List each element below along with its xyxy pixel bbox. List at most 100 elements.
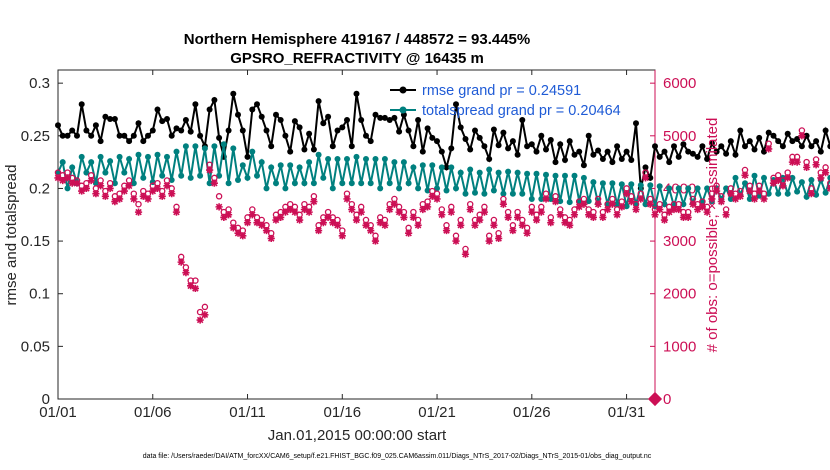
assimilated-obs-marker <box>656 205 664 214</box>
assimilated-obs-marker <box>433 195 441 203</box>
series-1-point <box>83 169 90 176</box>
assimilated-obs-marker <box>229 224 237 232</box>
plot-area <box>57 69 656 400</box>
y-right-tick-label: 2000 <box>663 286 696 303</box>
series-0-point <box>500 129 507 136</box>
assimilated-obs-marker <box>566 221 574 229</box>
assimilated-obs-marker <box>262 226 271 235</box>
series-1-point <box>528 196 535 202</box>
series-0-point <box>344 117 350 123</box>
assimilated-obs-marker <box>101 192 109 200</box>
legend-marker-1 <box>399 106 407 114</box>
series-0-point <box>827 143 830 150</box>
series-1-point <box>590 179 597 186</box>
series-0-point <box>149 127 156 134</box>
series-0-point <box>756 134 763 141</box>
series-0-point <box>282 132 289 139</box>
assimilated-obs-marker <box>409 213 417 221</box>
series-1-point <box>244 174 251 181</box>
assimilated-obs-marker <box>618 203 626 211</box>
assimilated-obs-marker <box>793 158 801 166</box>
assimilated-obs-marker <box>220 213 228 221</box>
series-1-point <box>97 153 104 160</box>
assimilated-obs-marker <box>111 198 119 206</box>
series-0-point <box>301 146 308 153</box>
y-axis-label-right: # of obs: o=possible; ×=assimilated <box>704 118 721 353</box>
series-1-point <box>751 172 758 179</box>
assimilated-obs-marker <box>168 190 176 198</box>
assimilated-obs-marker <box>144 195 152 203</box>
series-1-group <box>55 141 830 211</box>
assimilated-obs-marker <box>480 208 489 216</box>
series-1-point <box>315 151 322 158</box>
series-1-point <box>813 191 820 198</box>
series-0-point <box>685 148 692 155</box>
series-1-point <box>344 156 350 162</box>
series-0-point <box>599 156 606 162</box>
series-1-point <box>268 164 275 171</box>
assimilated-obs-marker <box>400 213 408 221</box>
series-1-point <box>201 145 208 152</box>
series-0-point <box>746 138 753 145</box>
series-1-point <box>789 174 796 181</box>
assimilated-obs-marker <box>604 205 612 214</box>
series-0-point <box>334 127 341 134</box>
series-1-point <box>685 185 692 192</box>
series-0-point <box>476 134 483 141</box>
series-0-point <box>358 117 365 123</box>
series-0-point <box>168 132 175 139</box>
assimilated-obs-marker <box>722 211 730 219</box>
assimilated-obs-marker <box>476 216 484 224</box>
assimilated-obs-marker <box>87 176 95 185</box>
series-0-point <box>55 122 61 129</box>
series-0-point <box>159 118 166 125</box>
series-0-point <box>490 126 497 133</box>
assimilated-obs-marker <box>442 226 451 235</box>
assimilated-obs-marker <box>513 213 522 221</box>
assimilated-obs-marker <box>59 176 67 185</box>
assimilated-obs-marker <box>187 282 195 290</box>
series-0-point <box>405 127 412 134</box>
series-0-point <box>656 153 663 160</box>
assimilated-obs-marker <box>499 200 507 208</box>
x-tick-label: 01/11 <box>229 404 265 421</box>
plot-series <box>54 90 830 407</box>
series-0-point <box>557 141 564 148</box>
assimilated-obs-marker <box>821 169 830 177</box>
series-0-point <box>486 156 493 162</box>
assimilated-obs-marker <box>376 219 384 227</box>
assimilated-obs-marker <box>784 174 792 182</box>
legend-marker-0 <box>399 86 407 94</box>
series-0-point <box>671 143 677 150</box>
assimilated-obs-marker <box>201 311 209 319</box>
assimilated-obs-marker <box>760 195 768 203</box>
assimilated-obs-marker <box>589 213 598 221</box>
assimilated-obs-marker <box>362 221 370 229</box>
series-0-point <box>543 146 549 153</box>
x-axis: 01/01 01/06 01/11 01/16 01/21 01/26 01/31 <box>39 70 645 421</box>
series-0-point <box>164 116 170 122</box>
assimilated-obs-marker <box>134 208 143 216</box>
series-0-point <box>126 138 133 145</box>
legend-label-0: rmse grand pr = 0.24591 <box>422 83 581 99</box>
assimilated-obs-marker <box>452 237 460 245</box>
series-0-point <box>225 127 232 134</box>
assimilated-obs-marker <box>727 190 735 198</box>
series-1-point <box>154 151 161 158</box>
series-0-point <box>472 127 478 134</box>
assimilated-obs-marker <box>428 192 436 200</box>
series-0-point <box>173 125 180 132</box>
assimilated-obs-marker <box>239 232 247 240</box>
assimilated-obs-marker <box>248 211 256 219</box>
legend: rmse grand pr = 0.24591 totalspread grand… <box>390 83 621 119</box>
assimilated-obs-marker <box>689 200 697 208</box>
series-0-point <box>675 153 682 160</box>
series-1-point <box>543 171 549 178</box>
series-0-point <box>481 143 488 150</box>
series-0-point <box>708 140 715 147</box>
series-0-point <box>258 113 265 120</box>
series-0-point <box>514 151 521 158</box>
assimilated-obs-marker <box>310 198 318 206</box>
series-1-point <box>637 182 644 189</box>
